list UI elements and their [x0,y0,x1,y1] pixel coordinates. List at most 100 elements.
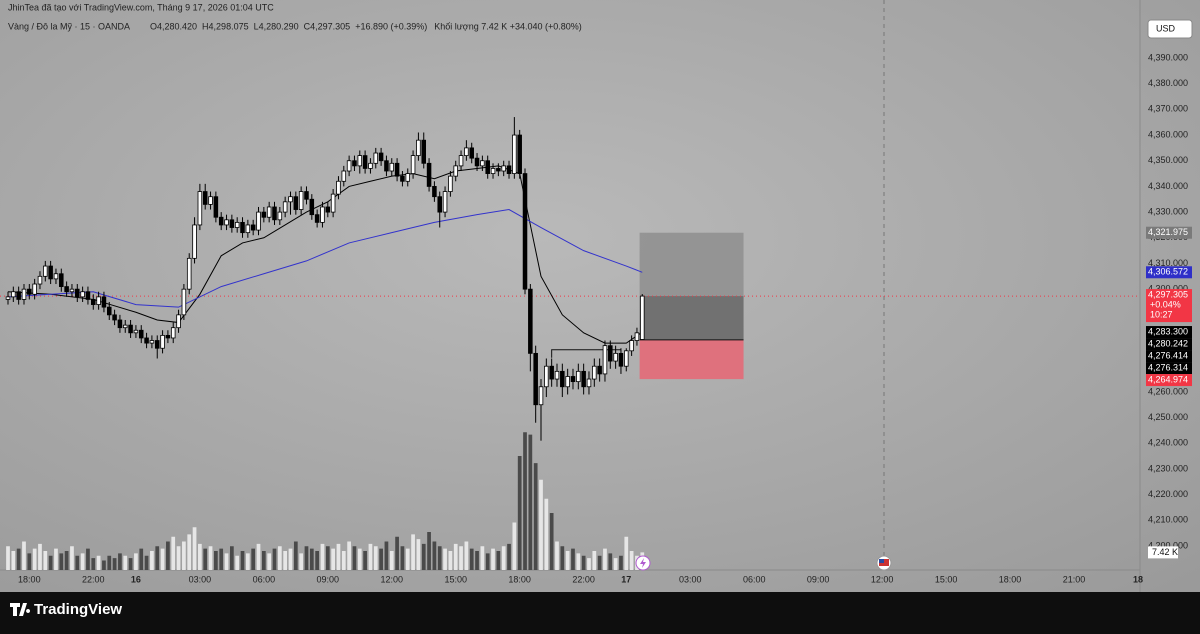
candle-body [464,147,469,156]
candle-body [165,334,171,339]
volume-bar [48,555,53,570]
volume-bar [309,548,314,570]
watermark: JhinTea đã tạo với TradingView.com, Thán… [8,2,274,12]
volume-bar [560,546,565,570]
volume-bar [368,543,373,570]
price-label-text: 4,306.572 [1148,267,1188,277]
candle-body [634,332,640,341]
volume-bar [400,546,405,570]
x-tick-label: 18:00 [508,574,531,584]
candle-body [21,288,27,300]
candle-body [613,352,618,362]
candle-body [250,224,256,231]
volume-bar [22,541,26,570]
price-label-text: 4,264.974 [1148,374,1188,384]
candle-body [43,265,48,277]
y-tick-label: 4,370.000 [1148,104,1188,114]
candle-body [544,365,549,388]
volume-bar [75,555,80,570]
candle-body [128,324,133,334]
volume-bar [245,553,250,570]
volume-bar [96,555,101,570]
volume-bar [107,555,112,570]
candle-body [442,191,448,213]
candle-body [506,165,512,174]
brand-name: TradingView [34,601,122,618]
volume-bar [182,541,186,570]
candle-body [501,165,506,172]
volume-bar [43,551,48,570]
ohlc-value: +16.890 (+0.39%) [355,21,427,31]
x-tick-label: 12:00 [871,574,894,584]
volume-bar [80,553,85,570]
candle-body [592,365,597,380]
volume-bar [331,548,335,570]
price-label [1146,226,1192,239]
candle-body [266,206,272,218]
volume-bar [11,551,16,570]
volume-axis-label [1148,546,1178,559]
candle-body [176,314,181,329]
x-tick-label: 06:00 [743,574,766,584]
price-label-text: 4,276.314 [1148,362,1188,372]
volume-bar [64,551,69,570]
candle-body [117,319,123,329]
candle-body [581,370,586,388]
volume-bar [155,546,160,570]
volume-bar [443,548,447,570]
x-tick-label: 15:00 [444,574,467,584]
candle-body [512,134,517,174]
volume-bar [134,553,138,570]
volume-bar [320,543,325,570]
candle-body [400,175,405,182]
candle-body [192,224,197,259]
volume-bar [86,548,90,570]
candle-body [618,352,624,367]
volume-bar [240,551,245,570]
candle-body [112,314,117,321]
candle-body [80,291,85,298]
candle-body [213,196,219,218]
volume-bar [91,558,96,570]
candle-body [416,139,421,156]
current-price-text: 4,297.305 [1148,289,1188,299]
currency-label[interactable]: USD [1156,23,1176,33]
candle-body [608,345,613,362]
candle-body [453,165,458,177]
candle-body [304,191,309,200]
volume-bar [347,541,351,570]
currency-button[interactable] [1147,19,1193,39]
volume-bar [32,548,37,570]
candle-body [458,155,464,167]
y-tick-label: 4,380.000 [1148,78,1188,88]
candle-body [224,219,229,226]
volume-bar [437,546,442,570]
candle-body [378,152,384,162]
candle-body [597,365,602,375]
x-tick-label: 09:00 [807,574,830,584]
volume-bar [166,541,170,570]
candle-body [496,168,501,172]
candle-body [144,337,149,344]
volume-bar [38,543,42,570]
footer [0,592,1200,629]
candle-body [432,186,437,198]
volume-bar [112,558,117,570]
candle-body [197,191,203,226]
candle-body [48,265,53,280]
volume-bar [336,543,341,570]
candle-body [320,206,325,223]
position-open-pnl [639,296,744,340]
candle-body [309,198,315,216]
volume-bar [171,536,176,570]
candle-body [245,224,251,234]
candle-body [629,340,634,352]
candle-body [368,162,373,169]
volume-bar [592,551,597,570]
volume-bar [277,546,282,570]
volume-bar [160,548,165,570]
volume-bar [325,546,330,570]
volume-bar [475,551,479,570]
plot [0,117,1140,570]
candle-body [272,206,277,221]
